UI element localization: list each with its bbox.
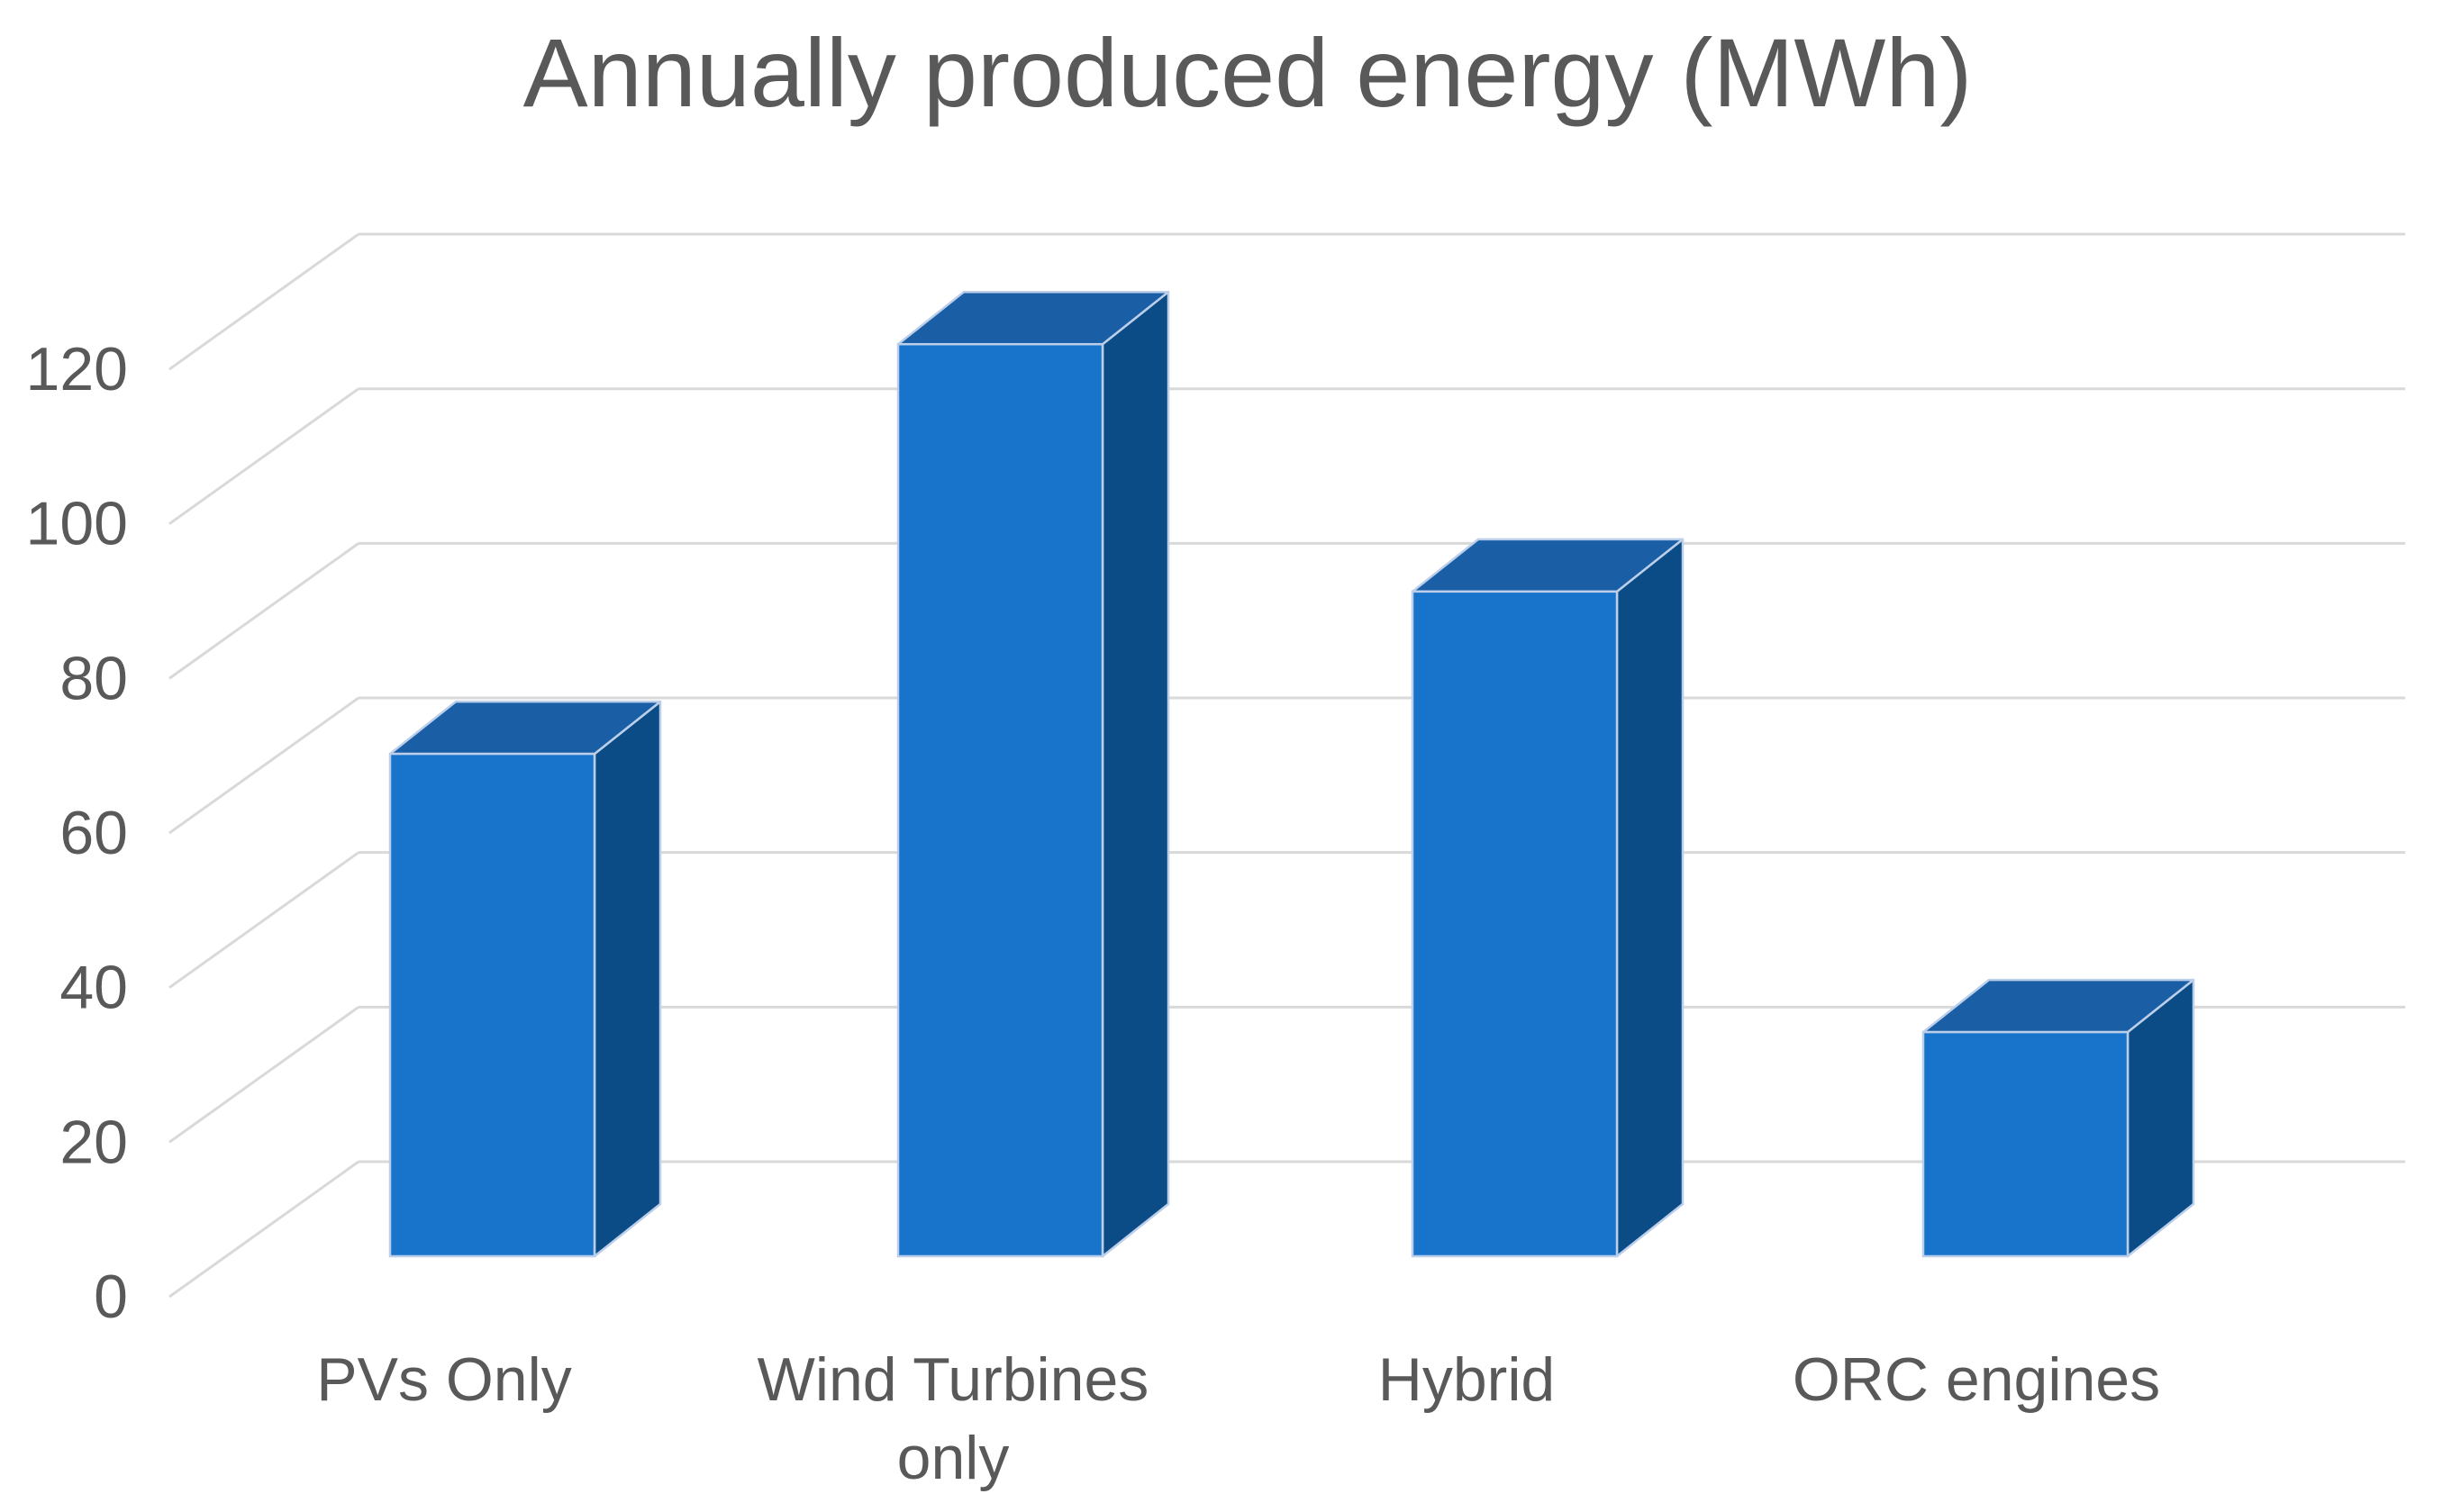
gridline-depth-connector [168, 1160, 359, 1299]
chart-title: Annually produced energy (MWh) [523, 18, 1973, 127]
gridline-depth-connector [168, 542, 359, 680]
gridline-depth-connector [168, 387, 359, 525]
x-category-label: Wind Turbines [758, 1345, 1149, 1414]
bar-side-face [1101, 290, 1170, 1258]
x-category-label: only [897, 1424, 1010, 1492]
x-category-label: Hybrid [1378, 1345, 1556, 1414]
bar-side-face [593, 700, 662, 1258]
y-tick-label: 20 [59, 1108, 128, 1176]
y-tick-label: 40 [59, 954, 128, 1022]
gridline-depth-connector [168, 851, 359, 989]
y-tick-label: 0 [94, 1263, 128, 1331]
y-tick-label: 100 [26, 490, 128, 558]
gridline-depth-connector [168, 1006, 359, 1144]
y-tick-label: 60 [59, 799, 128, 867]
x-category-label: ORC engines [1793, 1345, 2160, 1414]
bar [1921, 1030, 2130, 1258]
bar [388, 752, 596, 1258]
bar-side-face [1615, 538, 1685, 1258]
gridline-depth-connector [168, 696, 359, 835]
bar [896, 342, 1104, 1258]
x-category-label: PVs Only [316, 1345, 571, 1414]
gridline-depth-connector [168, 232, 359, 371]
y-tick-label: 120 [26, 335, 128, 403]
y-tick-label: 80 [59, 644, 128, 712]
bar [1411, 590, 1619, 1258]
